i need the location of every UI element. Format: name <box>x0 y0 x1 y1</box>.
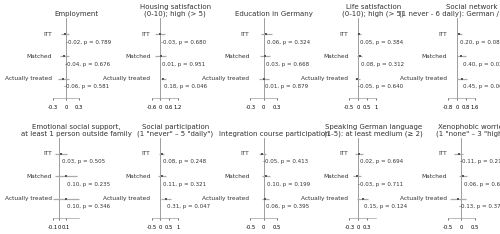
Title: Life satisfaction
(0-10); high (> 5): Life satisfaction (0-10); high (> 5) <box>342 4 404 17</box>
Title: Social network
(1 never - 6 daily): German / Non-German: Social network (1 never - 6 daily): Germ… <box>398 4 500 17</box>
Text: 0.06, p = 0.698: 0.06, p = 0.698 <box>464 182 500 187</box>
Text: Actually treated: Actually treated <box>104 76 150 81</box>
Text: 0.40, p = 0.035: 0.40, p = 0.035 <box>462 62 500 67</box>
Text: Actually treated: Actually treated <box>400 196 447 201</box>
Title: Xenophobic worries
(1 "none" – 3 "high"): Xenophobic worries (1 "none" – 3 "high") <box>436 124 500 137</box>
Text: 0.11, p = 0.321: 0.11, p = 0.321 <box>164 182 206 187</box>
Text: Matched: Matched <box>224 174 250 179</box>
Text: Matched: Matched <box>323 54 348 59</box>
Text: -0.05, p = 0.413: -0.05, p = 0.413 <box>264 159 308 165</box>
Text: -0.13, p = 0.379: -0.13, p = 0.379 <box>459 204 500 209</box>
Text: 0.15, p = 0.124: 0.15, p = 0.124 <box>364 204 407 209</box>
Text: Matched: Matched <box>125 174 150 179</box>
Text: ITT: ITT <box>340 32 348 37</box>
Text: 0.01, p = 0.879: 0.01, p = 0.879 <box>265 84 308 89</box>
Text: ITT: ITT <box>43 151 52 156</box>
Text: Matched: Matched <box>422 54 447 59</box>
Title: Employment: Employment <box>54 11 98 17</box>
Text: 0.10, p = 0.235: 0.10, p = 0.235 <box>67 182 110 187</box>
Text: Actually treated: Actually treated <box>202 196 250 201</box>
Text: -0.03, p = 0.680: -0.03, p = 0.680 <box>161 40 206 45</box>
Text: -0.05, p = 0.640: -0.05, p = 0.640 <box>358 84 404 89</box>
Text: Matched: Matched <box>224 54 250 59</box>
Text: Actually treated: Actually treated <box>202 76 250 81</box>
Text: 0.20, p = 0.089: 0.20, p = 0.089 <box>460 40 500 45</box>
Text: Actually treated: Actually treated <box>4 76 52 81</box>
Text: -0.11, p = 0.215: -0.11, p = 0.215 <box>460 159 500 165</box>
Text: -0.06, p = 0.581: -0.06, p = 0.581 <box>64 84 110 89</box>
Title: Speaking German language
(1-5): at least medium (≥ 2): Speaking German language (1-5): at least… <box>324 124 422 137</box>
Text: Actually treated: Actually treated <box>104 196 150 201</box>
Text: 0.45, p = 0.065: 0.45, p = 0.065 <box>463 84 500 89</box>
Title: Social participation
(1 "never" – 5 "daily"): Social participation (1 "never" – 5 "dai… <box>138 124 214 137</box>
Text: ITT: ITT <box>142 151 150 156</box>
Title: Emotional social support,
at least 1 person outside family: Emotional social support, at least 1 per… <box>21 124 132 137</box>
Text: Actually treated: Actually treated <box>302 76 348 81</box>
Text: 0.10, p = 0.199: 0.10, p = 0.199 <box>268 182 310 187</box>
Title: Integration course participation: Integration course participation <box>219 131 330 137</box>
Text: 0.18, p = 0.046: 0.18, p = 0.046 <box>164 84 207 89</box>
Text: Matched: Matched <box>323 174 348 179</box>
Text: 0.06, p = 0.324: 0.06, p = 0.324 <box>268 40 310 45</box>
Text: Matched: Matched <box>26 54 52 59</box>
Text: -0.03, p = 0.711: -0.03, p = 0.711 <box>358 182 404 187</box>
Text: Actually treated: Actually treated <box>4 196 52 201</box>
Text: ITT: ITT <box>340 151 348 156</box>
Text: ITT: ITT <box>438 32 447 37</box>
Text: 0.03, p = 0.668: 0.03, p = 0.668 <box>266 62 309 67</box>
Text: ITT: ITT <box>241 151 250 156</box>
Text: ITT: ITT <box>142 32 150 37</box>
Text: 0.10, p = 0.346: 0.10, p = 0.346 <box>67 204 110 209</box>
Text: -0.04, p = 0.676: -0.04, p = 0.676 <box>65 62 110 67</box>
Title: Housing satisfaction
(0-10); high (> 5): Housing satisfaction (0-10); high (> 5) <box>140 4 211 17</box>
Text: ITT: ITT <box>43 32 52 37</box>
Text: ITT: ITT <box>438 151 447 156</box>
Text: Matched: Matched <box>422 174 447 179</box>
Text: -0.02, p = 0.789: -0.02, p = 0.789 <box>66 40 111 45</box>
Text: 0.06, p = 0.395: 0.06, p = 0.395 <box>266 204 310 209</box>
Text: 0.31, p = 0.047: 0.31, p = 0.047 <box>167 204 210 209</box>
Text: 0.03, p = 0.505: 0.03, p = 0.505 <box>62 159 106 165</box>
Text: ITT: ITT <box>241 32 250 37</box>
Title: Education in Germany: Education in Germany <box>236 11 313 17</box>
Text: 0.08, p = 0.312: 0.08, p = 0.312 <box>360 62 404 67</box>
Text: 0.02, p = 0.694: 0.02, p = 0.694 <box>360 159 403 165</box>
Text: 0.05, p = 0.384: 0.05, p = 0.384 <box>360 40 403 45</box>
Text: Actually treated: Actually treated <box>302 196 348 201</box>
Text: Matched: Matched <box>26 174 52 179</box>
Text: Matched: Matched <box>125 54 150 59</box>
Text: 0.08, p = 0.248: 0.08, p = 0.248 <box>163 159 206 165</box>
Text: Actually treated: Actually treated <box>400 76 447 81</box>
Text: 0.01, p = 0.951: 0.01, p = 0.951 <box>162 62 204 67</box>
